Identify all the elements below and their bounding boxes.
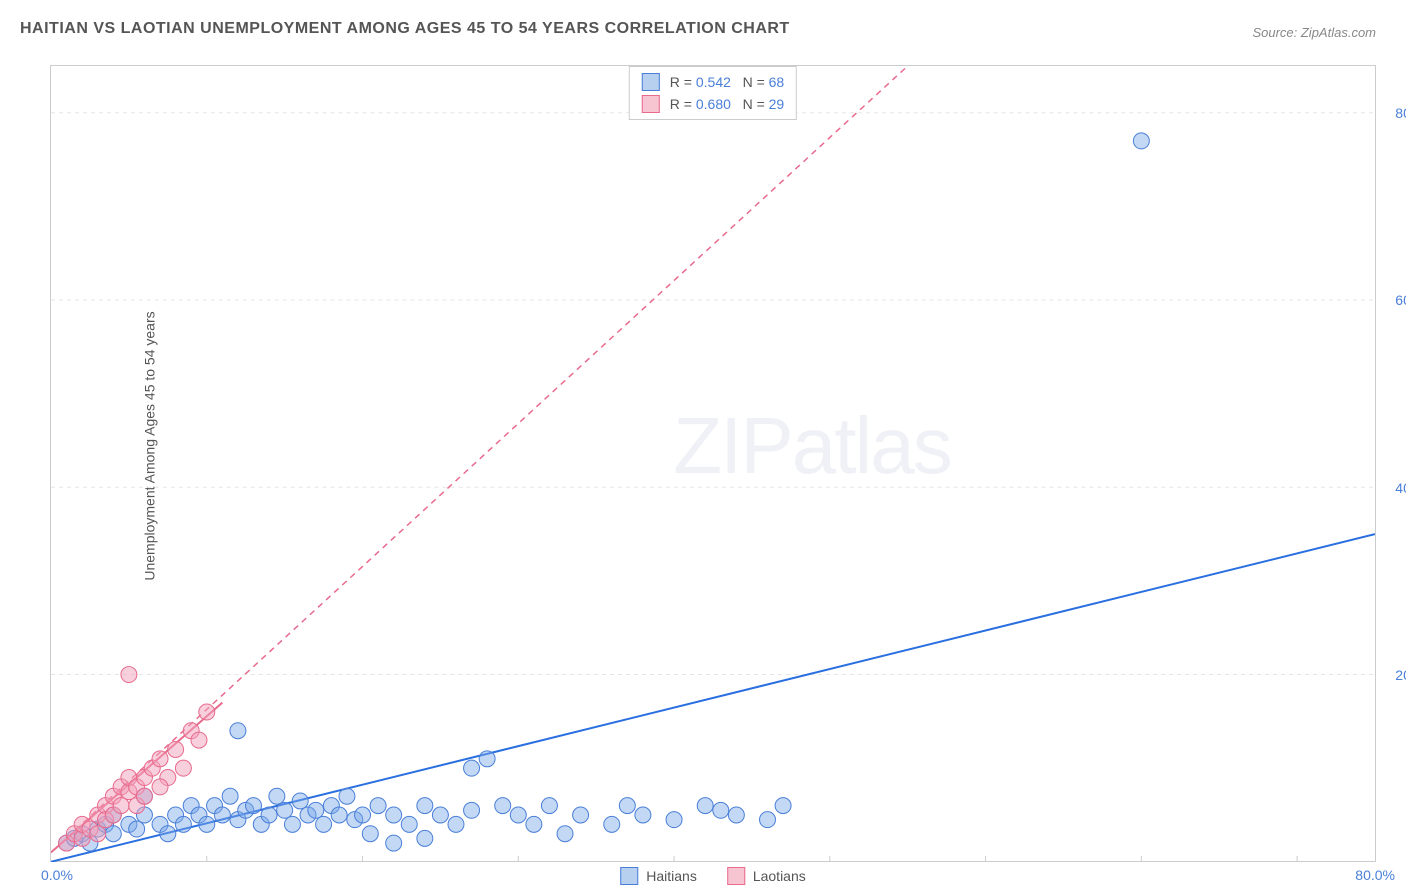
series-legend: Haitians Laotians <box>620 867 806 885</box>
x-origin-label: 0.0% <box>41 867 73 883</box>
y-tick-label: 20.0% <box>1395 667 1406 683</box>
x-max-label: 80.0% <box>1355 867 1395 883</box>
y-tick-label: 80.0% <box>1395 105 1406 121</box>
y-tick-label: 60.0% <box>1395 292 1406 308</box>
legend-item: Haitians <box>620 867 697 885</box>
correlation-row: R = 0.542 N = 68 <box>642 71 784 93</box>
correlation-legend: R = 0.542 N = 68 R = 0.680 N = 29 <box>629 66 797 120</box>
y-tick-label: 40.0% <box>1395 480 1406 496</box>
scatter-plot <box>51 66 1375 862</box>
chart-title: HAITIAN VS LAOTIAN UNEMPLOYMENT AMONG AG… <box>20 20 790 38</box>
legend-item: Laotians <box>727 867 806 885</box>
plot-container: ZIPatlas R = 0.542 N = 68 R = 0.680 N = … <box>50 65 1376 862</box>
source-label: Source: ZipAtlas.com <box>1252 25 1376 40</box>
correlation-row: R = 0.680 N = 29 <box>642 93 784 115</box>
